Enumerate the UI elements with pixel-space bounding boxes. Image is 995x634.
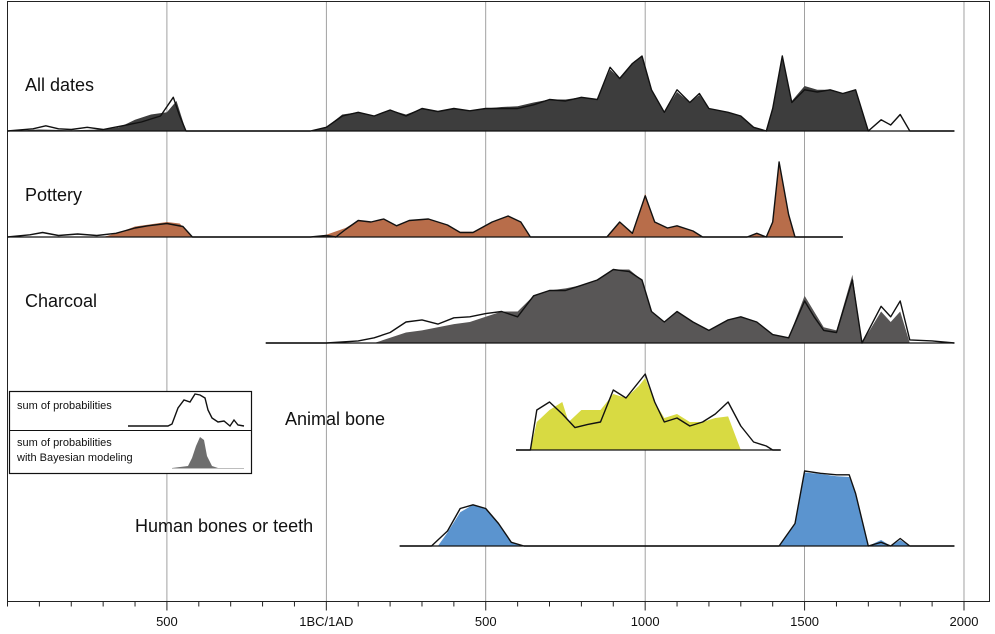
- tick-label-3: 1000: [631, 614, 660, 629]
- panel-all-dates: [7, 55, 955, 132]
- panel-pottery: [7, 161, 843, 238]
- sum-line-charcoal: [265, 268, 955, 344]
- legend-swatch-filled: [172, 437, 218, 468]
- panel-label-all-dates: All dates: [25, 75, 94, 95]
- bayesian-area-all-dates: [7, 56, 955, 131]
- x-axis: 500 1BC/1AD 500 1000 1500 2000: [7, 601, 979, 629]
- bayesian-area-animal-bone: [516, 378, 781, 450]
- bayesian-area-human-bones-or-teeth: [399, 472, 955, 546]
- panel-label-pottery: Pottery: [25, 185, 82, 205]
- sum-line-animal-bone: [516, 373, 781, 451]
- plot-frame: [7, 1, 990, 602]
- panel-human-bones-or-teeth: [399, 470, 955, 547]
- bayesian-area-pottery: [7, 162, 843, 237]
- tick-label-1: 1BC/1AD: [299, 614, 353, 629]
- sum-line-human-bones-or-teeth: [399, 470, 955, 547]
- legend-swatch-outline: [128, 393, 245, 428]
- tick-label-5: 2000: [950, 614, 979, 629]
- panel-charcoal: [265, 268, 955, 344]
- legend-box: [8, 390, 253, 475]
- bayesian-area-charcoal: [265, 269, 955, 343]
- tick-label-4: 1500: [790, 614, 819, 629]
- legend-label-sum: sum of probabilities: [17, 400, 112, 412]
- tick-label-2: 500: [475, 614, 497, 629]
- panel-animal-bone: [516, 373, 781, 451]
- panel-label-animal-bone: Animal bone: [285, 409, 385, 429]
- sum-line-pottery: [7, 161, 843, 238]
- legend-label-bayesian-line1: sum of probabilities: [17, 437, 112, 449]
- legend-label-bayesian-line2: with Bayesian modeling: [16, 452, 133, 464]
- tick-label-0: 500: [156, 614, 178, 629]
- panels: [7, 55, 955, 547]
- sum-line-all-dates: [7, 55, 955, 132]
- panel-label-charcoal: Charcoal: [25, 291, 97, 311]
- legend: sum of probabilities sum of probabilitie…: [8, 390, 253, 475]
- panel-label-human-bones: Human bones or teeth: [135, 516, 313, 536]
